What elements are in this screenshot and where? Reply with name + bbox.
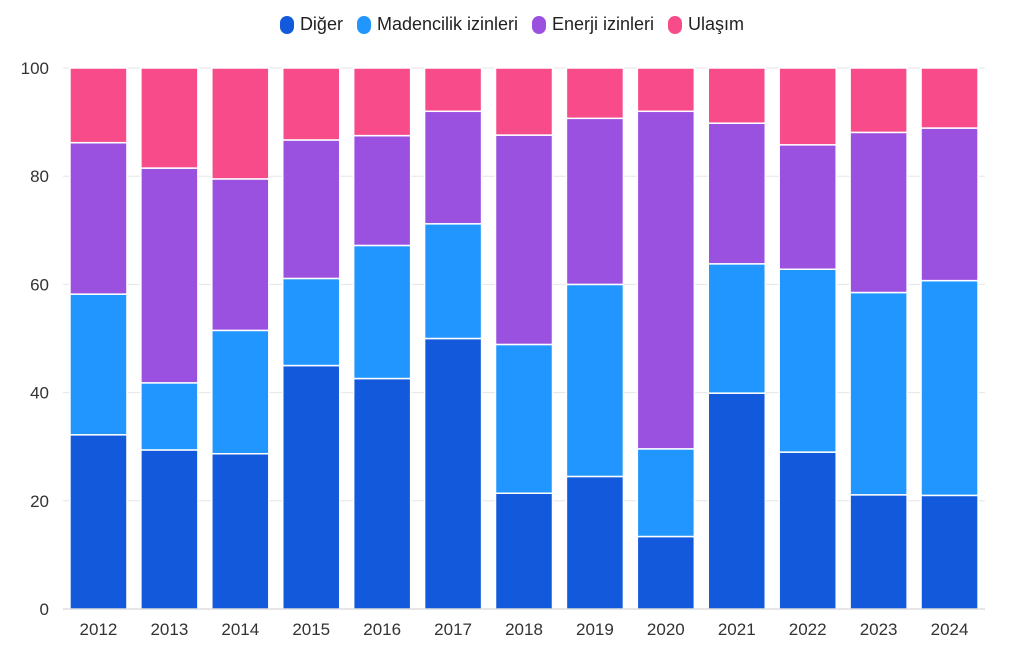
- bar-segment: [423, 223, 483, 340]
- bar-segment: [565, 117, 625, 286]
- bar-segment: [140, 449, 199, 610]
- bar-segment: [636, 535, 696, 610]
- legend-item-enerji[interactable]: Enerji izinleri: [532, 14, 654, 35]
- y-tick-label: 80: [30, 167, 49, 186]
- bar-segment: [778, 268, 837, 453]
- legend-item-diger[interactable]: Diğer: [279, 14, 343, 35]
- bar-segment: [920, 494, 979, 610]
- bar-segment: [140, 382, 199, 451]
- bar-segment: [352, 244, 412, 380]
- legend-label-diger: Diğer: [299, 14, 343, 34]
- x-tick-label: 2012: [80, 620, 118, 639]
- bar-segment: [140, 67, 199, 169]
- bar-segment: [707, 263, 767, 394]
- bar-segment: [849, 494, 908, 610]
- legend-swatch-madencilik: [356, 15, 371, 34]
- bar-segment: [920, 279, 979, 497]
- bar-segment: [494, 134, 554, 346]
- bar-segment: [69, 434, 128, 610]
- legend-label-ulasim: Ulaşım: [688, 14, 745, 34]
- bar-segment: [565, 67, 625, 120]
- x-tick-label: 2018: [505, 620, 543, 639]
- bar-segment: [636, 67, 696, 113]
- bar-segment: [423, 337, 483, 610]
- x-tick-label: 2017: [434, 620, 472, 639]
- x-tick-label: 2024: [931, 620, 969, 639]
- bar-segment: [211, 329, 270, 455]
- bar-segment: [423, 110, 483, 225]
- bar-segment: [778, 67, 837, 146]
- bar-segment: [778, 144, 837, 271]
- x-tick-label: 2013: [150, 620, 188, 639]
- bar-segment: [636, 110, 696, 450]
- bar-segment: [707, 122, 767, 265]
- legend-item-ulasim[interactable]: Ulaşım: [668, 14, 744, 35]
- bar-segment: [69, 67, 128, 144]
- legend-swatch-diger: [279, 15, 294, 34]
- y-tick-label: 60: [30, 275, 49, 294]
- bar-segment: [211, 452, 270, 610]
- legend-label-enerji: Enerji izinleri: [552, 14, 655, 34]
- bar-segment: [69, 141, 128, 295]
- x-tick-label: 2022: [789, 620, 827, 639]
- legend-label-madencilik: Madencilik izinleri: [376, 14, 518, 34]
- bar-segment: [565, 475, 625, 610]
- legend: Diğer Madencilik izinleri Enerji izinler…: [0, 14, 1024, 35]
- bar-segment: [352, 377, 412, 610]
- bar-segment: [636, 448, 696, 538]
- bar-segment: [281, 277, 341, 367]
- legend-swatch-enerji: [532, 15, 546, 34]
- x-tick-label: 2014: [221, 620, 259, 639]
- y-tick-label: 0: [40, 600, 49, 619]
- bar-segment: [778, 451, 837, 610]
- bar-segment: [211, 178, 270, 332]
- bar-segment: [707, 392, 767, 610]
- bar-segment: [211, 67, 270, 180]
- bar-segment: [494, 492, 554, 610]
- bar-segment: [352, 67, 412, 137]
- legend-item-madencilik[interactable]: Madencilik izinleri: [356, 14, 518, 35]
- x-tick-label: 2020: [647, 620, 685, 639]
- bar-segment: [423, 67, 483, 113]
- x-tick-label: 2019: [576, 620, 614, 639]
- bar-segment: [849, 67, 908, 134]
- y-tick-label: 20: [30, 492, 49, 511]
- bar-segment: [352, 134, 412, 247]
- bar-segment: [920, 127, 979, 282]
- bar-segment: [849, 291, 908, 496]
- bar-segment: [494, 67, 554, 136]
- bar-segment: [69, 293, 128, 436]
- bar-segment: [281, 67, 341, 141]
- bar-segment: [281, 364, 341, 610]
- x-tick-label: 2015: [292, 620, 330, 639]
- bar-segment: [140, 167, 199, 384]
- y-tick-label: 40: [30, 384, 49, 403]
- bar-segment: [707, 67, 767, 124]
- y-tick-label: 100: [21, 59, 49, 78]
- legend-swatch-ulasim: [668, 15, 683, 34]
- bar-segment: [281, 139, 341, 280]
- bar-segment: [565, 283, 625, 478]
- x-tick-label: 2021: [718, 620, 756, 639]
- bar-segment: [920, 67, 979, 129]
- bar-segment: [494, 343, 554, 494]
- bar-segment: [849, 131, 908, 294]
- x-tick-label: 2023: [860, 620, 898, 639]
- x-tick-label: 2016: [363, 620, 401, 639]
